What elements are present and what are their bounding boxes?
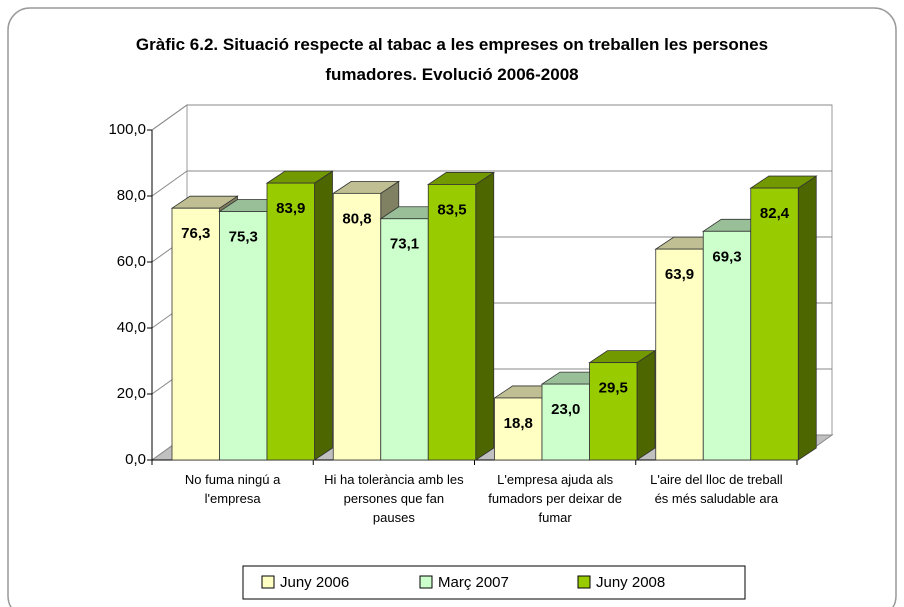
legend-label: Juny 2006 [280, 574, 349, 591]
y-tick-label: 20,0 [117, 385, 146, 402]
y-tick-label: 40,0 [117, 319, 146, 336]
legend-swatch [577, 575, 591, 589]
x-tick-label: Hi ha tolerància amb les persones que fa… [324, 472, 464, 525]
y-tick-label: 80,0 [117, 187, 146, 204]
bar-side [797, 175, 817, 461]
bar [702, 230, 752, 461]
y-tick-label: 0,0 [125, 451, 146, 468]
bar [541, 383, 590, 461]
legend-swatch [261, 575, 275, 589]
y-tick-label: 60,0 [117, 253, 146, 270]
grid-line [151, 104, 188, 131]
bar [332, 192, 382, 461]
bar [427, 184, 477, 461]
data-label: 76,3 [181, 225, 210, 242]
data-label: 29,5 [599, 380, 628, 397]
data-label: 75,3 [229, 228, 258, 245]
chart-title: Gràfic 6.2. Situació respecte al tabac a… [135, 35, 769, 84]
y-tick-label: 100,0 [108, 121, 146, 138]
x-tick-label: No fuma ningú a l'empresa [184, 472, 281, 506]
data-label: 83,9 [276, 200, 305, 217]
data-label: 69,3 [712, 248, 741, 265]
bar [171, 207, 220, 461]
bar [750, 187, 799, 461]
bar [219, 211, 268, 461]
bar [655, 248, 704, 461]
data-label: 80,8 [342, 210, 371, 227]
bar-side [475, 171, 495, 461]
data-label: 82,4 [760, 205, 790, 222]
data-label: 83,5 [437, 201, 466, 218]
data-label: 23,0 [551, 401, 580, 418]
legend-label: Juny 2008 [596, 574, 665, 591]
x-tick-label: L'aire del lloc de treball és més saluda… [650, 472, 783, 506]
legend-box [242, 565, 746, 600]
data-label: 73,1 [390, 236, 419, 253]
bar-side [636, 349, 656, 461]
legend-swatch [419, 575, 433, 589]
x-tick-label: L'empresa ajuda als fumadors per deixar … [488, 472, 622, 525]
legend-label: Març 2007 [438, 574, 509, 591]
bar-side [314, 170, 333, 461]
data-label: 63,9 [665, 266, 694, 283]
grid-line [151, 170, 188, 197]
bar [494, 397, 543, 461]
data-label: 18,8 [504, 415, 533, 432]
bar [589, 362, 638, 461]
bar [266, 182, 315, 461]
bar [380, 218, 429, 461]
